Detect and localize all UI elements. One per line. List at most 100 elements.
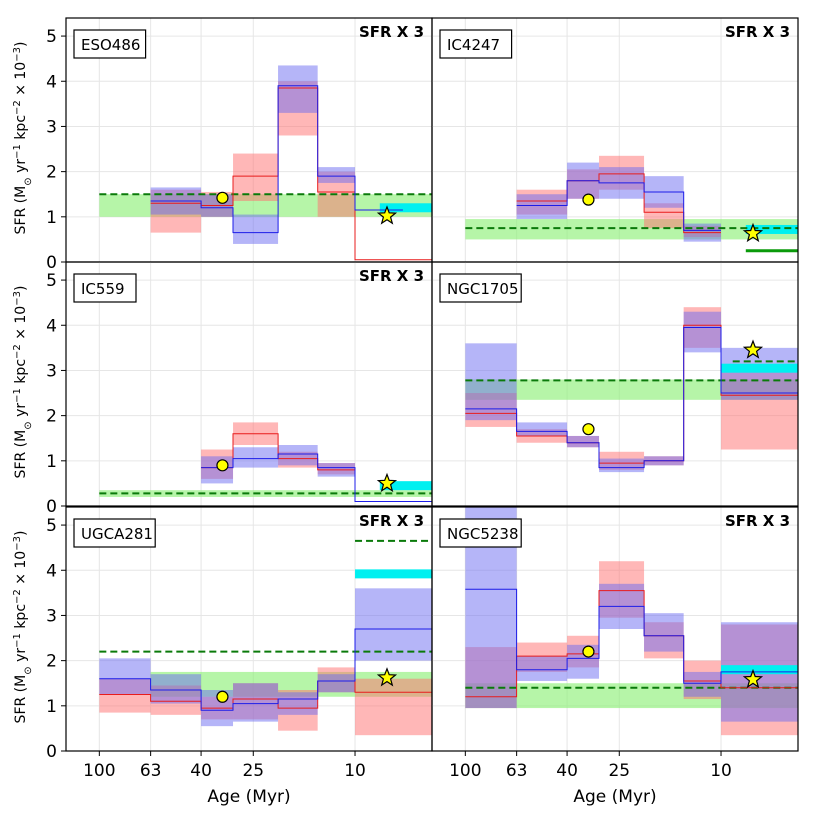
blue-band: [516, 194, 568, 220]
x-tick-label: 40: [556, 761, 578, 781]
y-axis-label-part: ⊙: [23, 421, 34, 429]
sfr-x3-annotation: SFR X 3: [359, 267, 424, 285]
plot-area: [66, 507, 432, 751]
y-axis-label-part: ): [13, 286, 29, 291]
panel-ugca281: UGCA281 SFR X 3 0 1 2 3 4 5 100 63 40 25 10 Age (Myr): [46, 506, 433, 807]
galaxy-name-label: UGCA281: [81, 525, 153, 543]
y-tick-label: 4: [46, 316, 57, 336]
y-tick-label: 0: [46, 742, 57, 762]
y-axis-label-part: kpc: [13, 604, 29, 633]
yellow-dot-marker: [216, 690, 229, 703]
galaxy-name-label: NGC5238: [447, 525, 519, 543]
x-axis-label: Age (Myr): [573, 787, 656, 807]
sfr-x3-annotation: SFR X 3: [725, 512, 790, 530]
galaxy-name-box: [439, 518, 522, 548]
red-band: [233, 153, 279, 201]
y-axis-label-part: −1: [12, 388, 23, 403]
y-tick-label: 4: [46, 561, 57, 581]
panel-eso486: ESO486 SFR X 3 0 1 2 3 4 5: [46, 17, 433, 273]
y-tick-label: 3: [46, 117, 57, 137]
blue-step-line: [465, 327, 798, 469]
blue-band: [516, 656, 568, 681]
blue-step-line: [150, 85, 403, 234]
y-axis-label-part: kpc: [13, 359, 29, 388]
blue-band: [683, 671, 722, 697]
y-tick-label: 0: [46, 497, 57, 517]
y-axis-label-part: × 10: [13, 306, 29, 344]
yellow-star-marker: [376, 667, 398, 687]
x-axis-label: Age (Myr): [207, 787, 290, 807]
blue-band: [683, 311, 722, 353]
blue-band: [278, 692, 318, 715]
yellow-dot-marker: [582, 645, 595, 658]
red-step-line: [465, 324, 798, 464]
y-axis-label-part: SFR (M: [13, 675, 29, 724]
panel-ngc1705: NGC1705: [431, 261, 799, 507]
y-axis-label-part: −3: [12, 47, 23, 62]
x-tick-label: 40: [190, 761, 212, 781]
y-tick-label: 2: [46, 652, 57, 672]
blue-band: [516, 422, 568, 436]
red-band: [355, 678, 432, 736]
plot-area: [432, 507, 798, 751]
y-axis-label-part: yr: [13, 403, 29, 422]
y-tick-label: 2: [46, 407, 57, 427]
panel-ic559: IC559 SFR X 3 0 1 2 3 4 5: [46, 261, 433, 517]
blue-step-line: [516, 180, 721, 231]
cyan-bar: [721, 363, 798, 373]
cyan-bar: [355, 569, 432, 579]
galaxy-name-label: NGC1705: [447, 280, 519, 298]
x-tick-label: 100: [449, 761, 481, 781]
y-axis-label: SFR (M⊙ yr−1 kpc−2 × 10−3): [12, 286, 34, 479]
y-tick-label: 4: [46, 72, 57, 92]
yellow-dot-marker: [582, 423, 595, 436]
y-tick-label: 1: [46, 697, 57, 717]
galaxy-name-label: ESO486: [81, 36, 140, 54]
x-tick-label: 25: [608, 761, 630, 781]
blue-band: [567, 435, 600, 448]
cyan-bar: [379, 203, 432, 213]
yellow-dot-marker: [216, 459, 229, 472]
galaxy-name-box: [73, 518, 156, 548]
yellow-star-marker: [742, 668, 764, 689]
blue-band: [317, 167, 356, 183]
x-tick-label: 25: [242, 761, 264, 781]
galaxy-name-box: [439, 29, 513, 59]
y-axis-label: SFR (M⊙ yr−1 kpc−2 × 10−3): [12, 42, 34, 235]
x-tick-label: 100: [83, 761, 115, 781]
y-tick-label: 0: [46, 253, 57, 273]
y-tick-label: 5: [46, 271, 57, 291]
x-tick-label: 10: [344, 761, 366, 781]
panel-ic4247: IC4247 SFR X 3: [431, 17, 799, 263]
y-axis-label-part: −2: [12, 100, 23, 115]
x-tick-label: 10: [710, 761, 732, 781]
blue-band: [644, 613, 684, 652]
plot-area: [432, 262, 798, 506]
x-tick-label: 63: [140, 761, 162, 781]
sfr-x3-annotation: SFR X 3: [359, 512, 424, 530]
yellow-star-marker: [376, 472, 398, 493]
y-axis-label-part: −1: [12, 633, 23, 648]
y-axis-label-part: −3: [12, 291, 23, 306]
y-tick-label: 5: [46, 516, 57, 536]
y-axis-label-part: yr: [13, 159, 29, 178]
blue-band: [99, 658, 151, 695]
blue-band: [150, 674, 202, 704]
blue-band: [355, 588, 432, 661]
x-tick-label: 63: [506, 761, 528, 781]
cyan-bar: [379, 481, 432, 491]
cyan-bar: [745, 224, 798, 234]
sfr-x3-annotation: SFR X 3: [359, 23, 424, 41]
y-axis-label-part: ): [13, 42, 29, 47]
y-axis-label-part: −3: [12, 536, 23, 551]
yellow-star-marker: [742, 339, 764, 359]
blue-band: [278, 445, 318, 466]
panel-ngc5238: NGC5238 SFR X 3 100 63 40 25 10 Age (Myr): [431, 506, 799, 807]
galaxy-name-box: [73, 273, 137, 303]
cyan-bar: [721, 665, 798, 675]
galaxy-name-box: [439, 273, 522, 303]
y-axis-label-part: kpc: [13, 115, 29, 144]
blue-band: [317, 674, 356, 693]
y-axis-label-part: −2: [12, 344, 23, 359]
